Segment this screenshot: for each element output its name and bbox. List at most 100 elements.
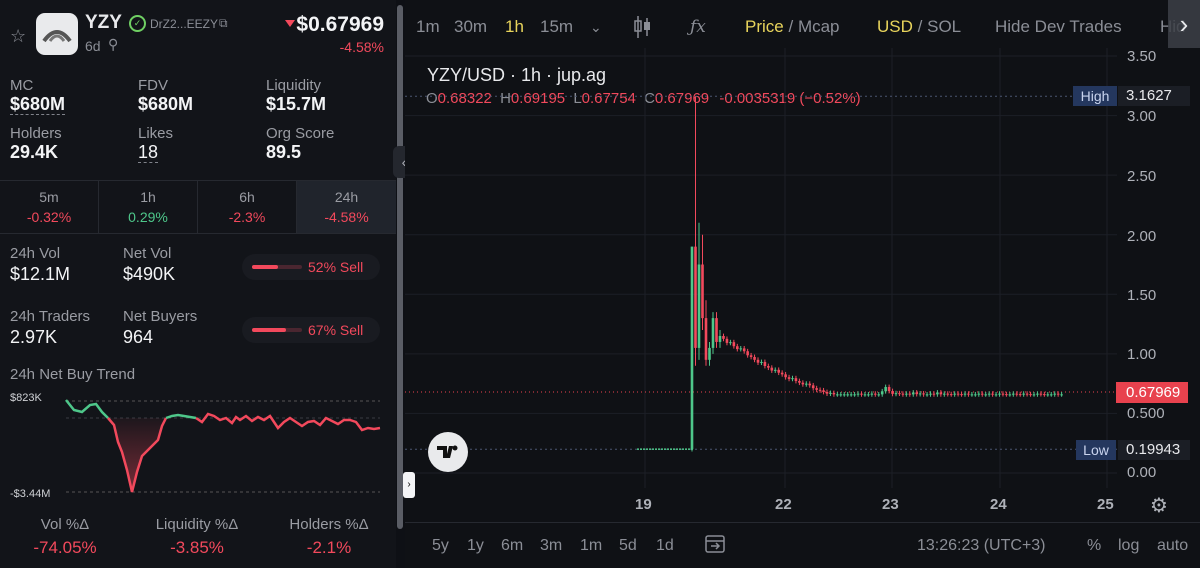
candle-body [808,383,812,386]
candle-body [932,393,936,395]
candle-body [736,346,739,350]
candle-body [977,393,981,395]
stat-label: MC [10,77,34,94]
candle-body [849,394,853,396]
copy-icon[interactable]: ⧉ [219,16,228,30]
change-value: -0.0035319 (−0.52%) [719,90,861,107]
tradingview-logo-icon[interactable] [428,432,468,472]
tab-5m[interactable]: 5m -0.32% [0,181,99,233]
toggle-separator: / [788,17,794,36]
candle-body [880,391,884,395]
candle-body [974,394,977,396]
tab-label: 24h [334,189,359,205]
auto-scale-toggle[interactable]: auto [1157,537,1189,554]
percent-scale-toggle[interactable]: % [1087,537,1102,554]
token-logo [36,13,78,55]
candle-body [811,385,815,389]
x-tick-label: 22 [775,496,792,513]
price-mcap-toggle[interactable]: Price / Mcap [745,17,840,37]
indicators-fx-icon[interactable]: ƒx [690,17,706,37]
traders-label: 24h Traders [10,308,91,325]
candle-body [1008,394,1012,396]
range-1m[interactable]: 1m [580,537,603,554]
candle-body [1001,393,1005,395]
log-scale-toggle[interactable]: log [1118,537,1140,554]
hide-dev-trades-button[interactable]: Hide Dev Trades [995,17,1122,36]
last-price-tag: 0.67969 [1116,382,1188,403]
chart-symbol-title: YZY/USD · 1h · jup.ag [427,65,607,85]
range-5y[interactable]: 5y [432,537,449,554]
stat-value[interactable]: 18 [138,142,159,163]
token-address[interactable]: DrZ2...EEZY [150,17,219,31]
high-label: H [500,90,511,107]
candle-body [915,392,918,395]
open-label: O [426,90,438,107]
range-6m[interactable]: 6m [501,537,524,554]
candle-body [967,393,970,395]
candle-body [1039,393,1043,395]
mcap-option[interactable]: Mcap [797,17,840,36]
scrollbar[interactable] [397,5,403,529]
candle-body [874,393,877,395]
candle-body [753,356,756,360]
low-tag-value: 0.19943 [1118,440,1190,460]
net-vol: Net Vol $490K [123,245,175,285]
interval-30m[interactable]: 30m [454,17,488,36]
favorite-star-icon[interactable]: ☆ [10,26,27,46]
candle-body [756,359,760,363]
interval-1m[interactable]: 1m [416,17,440,36]
delta-label: Vol %Δ [40,516,90,533]
chart-clock[interactable]: 13:26:23 (UTC+3) [917,537,1046,554]
stat-value: $15.7M [266,94,327,114]
candle-body [718,335,722,342]
price-option[interactable]: Price [745,17,784,36]
sell-ratio-fill [252,265,278,269]
tab-6h[interactable]: 6h -2.3% [198,181,297,233]
net-buyers-label: Net Buyers [123,308,198,325]
range-1y[interactable]: 1y [467,537,484,554]
candle-type-icon[interactable] [632,14,652,40]
candle-body [1018,394,1022,396]
stat-fdv: FDV $680M [138,77,193,115]
search-icon[interactable]: ⚲ [108,36,119,52]
range-5d[interactable]: 5d [619,537,637,554]
sol-option[interactable]: SOL [927,17,962,36]
candlestick-chart[interactable] [405,48,1117,488]
interval-chevron-down-icon[interactable]: ⌄ [590,19,602,35]
expand-panel-chevron-icon[interactable]: › [403,472,415,498]
delta-value: -2.1% [306,538,352,557]
tab-1h[interactable]: 1h 0.29% [99,181,198,233]
interval-15m[interactable]: 15m [540,17,574,36]
token-price-change: -4.58% [339,39,384,55]
tab-value: 0.29% [128,209,168,225]
token-age: 6d [85,38,101,54]
traders-value: 2.97K [10,327,58,347]
candle-body [798,381,801,383]
candle-body [1049,394,1053,396]
stat-value[interactable]: $680M [10,94,66,115]
stat-liquidity: Liquidity $15.7M [266,77,326,115]
date-range-calendar-icon[interactable] [704,533,728,555]
range-1d[interactable]: 1d [656,537,674,554]
chart-settings-gear-icon[interactable]: ⚙ [1150,495,1168,517]
candle-body [780,372,784,375]
candle-body [980,393,984,395]
candle-body [963,393,967,395]
low-value: 0.67754 [581,90,636,107]
y-tick-label: 0.00 [1127,464,1157,481]
range-3m[interactable]: 3m [540,537,563,554]
sell-ratio-bar: 52% Sell [242,254,380,280]
candle-body [805,383,808,385]
delta-holders: Holders %Δ -2.1% [264,516,394,558]
candle-body [949,394,953,396]
toolbar-scroll-right-chevron-icon[interactable]: › [1168,0,1200,48]
interval-1h[interactable]: 1h [505,17,524,36]
traders-ratio-text: 67% Sell [308,322,364,338]
currency-toggle[interactable]: USD / SOL [877,17,961,37]
candle-body [749,355,753,357]
stat-value: 89.5 [266,142,302,162]
tab-24h[interactable]: 24h -4.58% [297,181,396,233]
usd-option[interactable]: USD [877,17,913,36]
candle-body [767,366,770,368]
candle-body [853,394,856,396]
